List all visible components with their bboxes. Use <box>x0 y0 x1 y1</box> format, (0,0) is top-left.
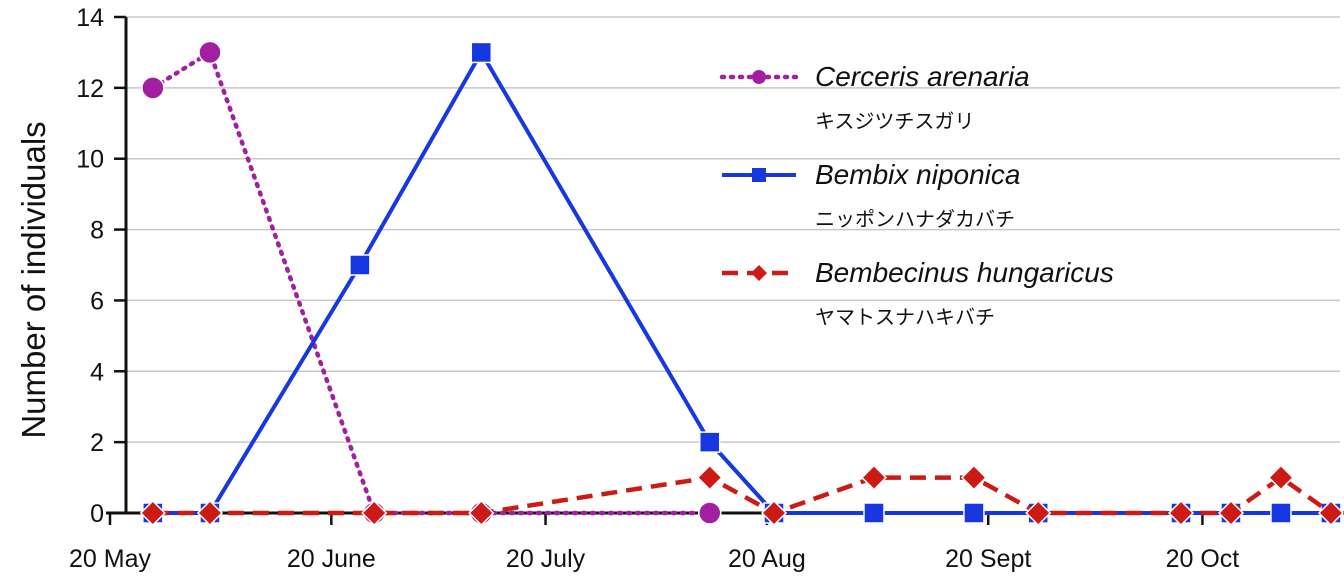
data-point <box>696 464 723 491</box>
series-line <box>152 475 1333 516</box>
data-point <box>198 40 222 65</box>
data-point <box>139 499 166 527</box>
y-tick-label: 10 <box>76 146 104 174</box>
gridlines <box>126 16 1340 443</box>
y-tick-label: 8 <box>90 217 104 245</box>
legend-marker <box>751 265 767 281</box>
legend-label: Cerceris arenaria <box>815 61 1030 92</box>
y-axis-ticks: 0 2 4 6 8 10 12 14 <box>76 4 126 528</box>
legend-label: Bembecinus hungaricus <box>815 257 1114 288</box>
data-point <box>960 464 988 491</box>
y-tick-label: 2 <box>90 429 104 457</box>
legend-label-japanese: キスジツチスガリ <box>815 109 974 133</box>
data-point <box>349 254 371 276</box>
data-point <box>963 502 985 524</box>
x-tick-label: 20 June <box>287 545 376 573</box>
data-point <box>470 41 493 64</box>
x-tick-label: 20 July <box>506 545 586 573</box>
data-point <box>863 502 885 524</box>
y-tick-label: 6 <box>90 287 104 315</box>
data-point <box>361 499 388 527</box>
data-point <box>699 431 721 453</box>
series-bembix-niponica <box>142 41 1342 524</box>
data-point <box>1167 499 1195 527</box>
data-point <box>698 501 722 525</box>
x-tick-label: 20 May <box>69 545 151 573</box>
x-tick-label: 20 Oct <box>1166 545 1240 573</box>
legend-marker <box>752 70 766 84</box>
axes <box>106 17 1344 515</box>
series-bembecinus-hungaricus <box>139 464 1344 527</box>
y-tick-label: 0 <box>90 500 104 528</box>
y-axis-title: Number of individuals <box>15 121 52 438</box>
legend-marker <box>752 168 766 182</box>
data-point <box>141 76 165 100</box>
legend-item: Bembecinus hungaricus ヤマトスナハキバチ <box>722 257 1114 329</box>
legend: Cerceris arenaria キスジツチスガリ Bembix niponica… <box>719 61 1114 329</box>
data-point <box>1270 502 1292 524</box>
data-point <box>1267 464 1295 491</box>
series-line <box>152 50 1331 515</box>
data-point <box>860 464 888 491</box>
data-point <box>1025 499 1052 527</box>
data-point <box>1317 499 1344 527</box>
legend-item: Bembix niponica ニッポンハナダカバチ <box>722 159 1020 231</box>
series-cerceris-arenaria <box>141 40 722 525</box>
data-point <box>196 499 224 527</box>
series-layer <box>139 40 1344 527</box>
series-line <box>150 50 713 516</box>
data-point <box>468 499 495 527</box>
legend-label-japanese: ヤマトスナハキバチ <box>815 305 995 329</box>
legend-label: Bembix niponica <box>815 159 1020 190</box>
x-tick-label: 20 Aug <box>728 545 806 573</box>
y-tick-label: 12 <box>76 75 104 103</box>
data-point <box>1217 499 1245 527</box>
y-tick-label: 4 <box>90 358 104 386</box>
y-tick-label: 14 <box>76 4 104 32</box>
legend-label-japanese: ニッポンハナダカバチ <box>815 207 1015 231</box>
data-point <box>760 499 788 527</box>
legend-item: Cerceris arenaria キスジツチスガリ <box>719 61 1030 133</box>
x-axis-ticks: 20 May 20 June 20 July 20 Aug 20 Sept 20 Oct <box>69 513 1239 573</box>
x-tick-label: 20 Sept <box>945 545 1031 573</box>
